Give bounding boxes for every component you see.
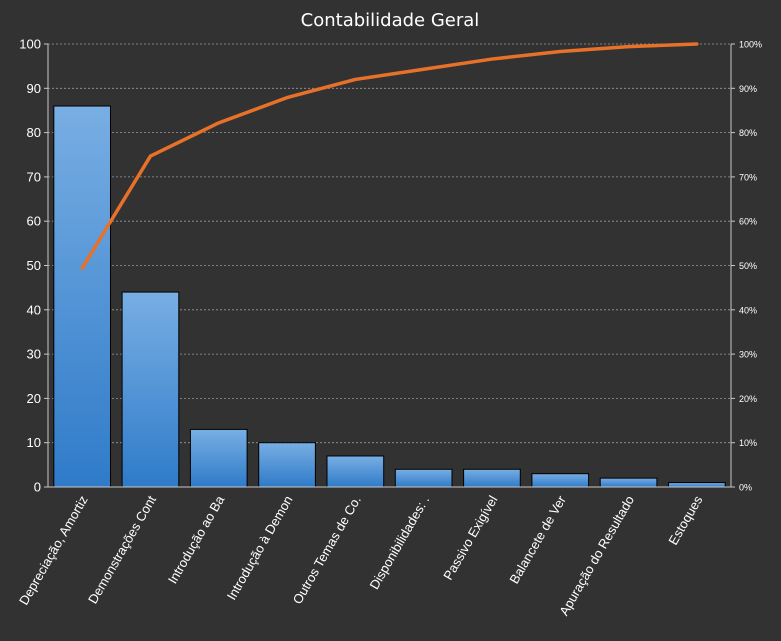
- y-tick-label: 30: [27, 347, 41, 362]
- y2-axis-ticks: 0% 10% 20% 30% 40% 50% 60% 70% 80% 90% 100%: [731, 40, 762, 493]
- bar: [463, 468, 521, 488]
- y2-tick-label: 100%: [739, 40, 762, 50]
- cumulative-line: [80, 42, 699, 270]
- bar: [668, 482, 726, 488]
- x-tick-label: Estoques: [665, 493, 705, 548]
- bar: [326, 455, 385, 488]
- x-tick-label: Introdução à Demon: [224, 493, 296, 603]
- y-tick-label: 0: [34, 480, 41, 495]
- y-tick-label: 70: [27, 169, 41, 184]
- bar: [599, 477, 658, 488]
- x-tick-label: Disponibilidades: .: [366, 493, 432, 592]
- y-axis-ticks: 0 10 20 30 40 50 60 70 80 90 100: [19, 37, 48, 495]
- y-tick-label: 10: [27, 435, 41, 450]
- bar: [531, 473, 590, 488]
- y2-tick-label: 10%: [739, 438, 757, 448]
- y2-tick-label: 40%: [739, 305, 757, 315]
- y2-tick-label: 60%: [739, 217, 757, 227]
- y2-tick-label: 80%: [739, 128, 757, 138]
- bar: [258, 442, 316, 488]
- bar: [121, 291, 180, 488]
- bar: [53, 105, 111, 488]
- y-tick-label: 90: [27, 81, 41, 96]
- y2-tick-label: 50%: [739, 261, 757, 271]
- chart-title: Contabilidade Geral: [301, 10, 480, 31]
- bar: [394, 468, 453, 488]
- y2-tick-label: 70%: [739, 172, 757, 182]
- bars: [53, 105, 726, 488]
- x-tick-label: Demonstrações Cont: [85, 493, 159, 607]
- y-tick-label: 80: [27, 125, 41, 140]
- y-tick-label: 50: [27, 258, 41, 273]
- y-tick-label: 40: [27, 302, 41, 317]
- x-tick-label: Outros Temas de Co.: [290, 493, 364, 607]
- bar: [189, 428, 248, 488]
- y2-tick-label: 90%: [739, 84, 757, 94]
- x-tick-label: Balancete de Ver: [506, 492, 569, 586]
- x-tick-label: Introdução ao Ba: [165, 492, 228, 586]
- x-tick-label: Apuração do Resultado: [556, 493, 637, 618]
- y-tick-label: 100: [19, 37, 41, 52]
- x-tick-label: Depreciação, Amortiz: [16, 493, 91, 608]
- y2-tick-label: 30%: [739, 350, 757, 360]
- y-tick-label: 20: [27, 391, 41, 406]
- y2-tick-label: 0%: [739, 483, 752, 493]
- y2-tick-label: 20%: [739, 394, 757, 404]
- x-tick-label: Passivo Exigível: [440, 493, 500, 583]
- cumulative-percent-line: [80, 42, 699, 270]
- y-tick-label: 60: [27, 214, 41, 229]
